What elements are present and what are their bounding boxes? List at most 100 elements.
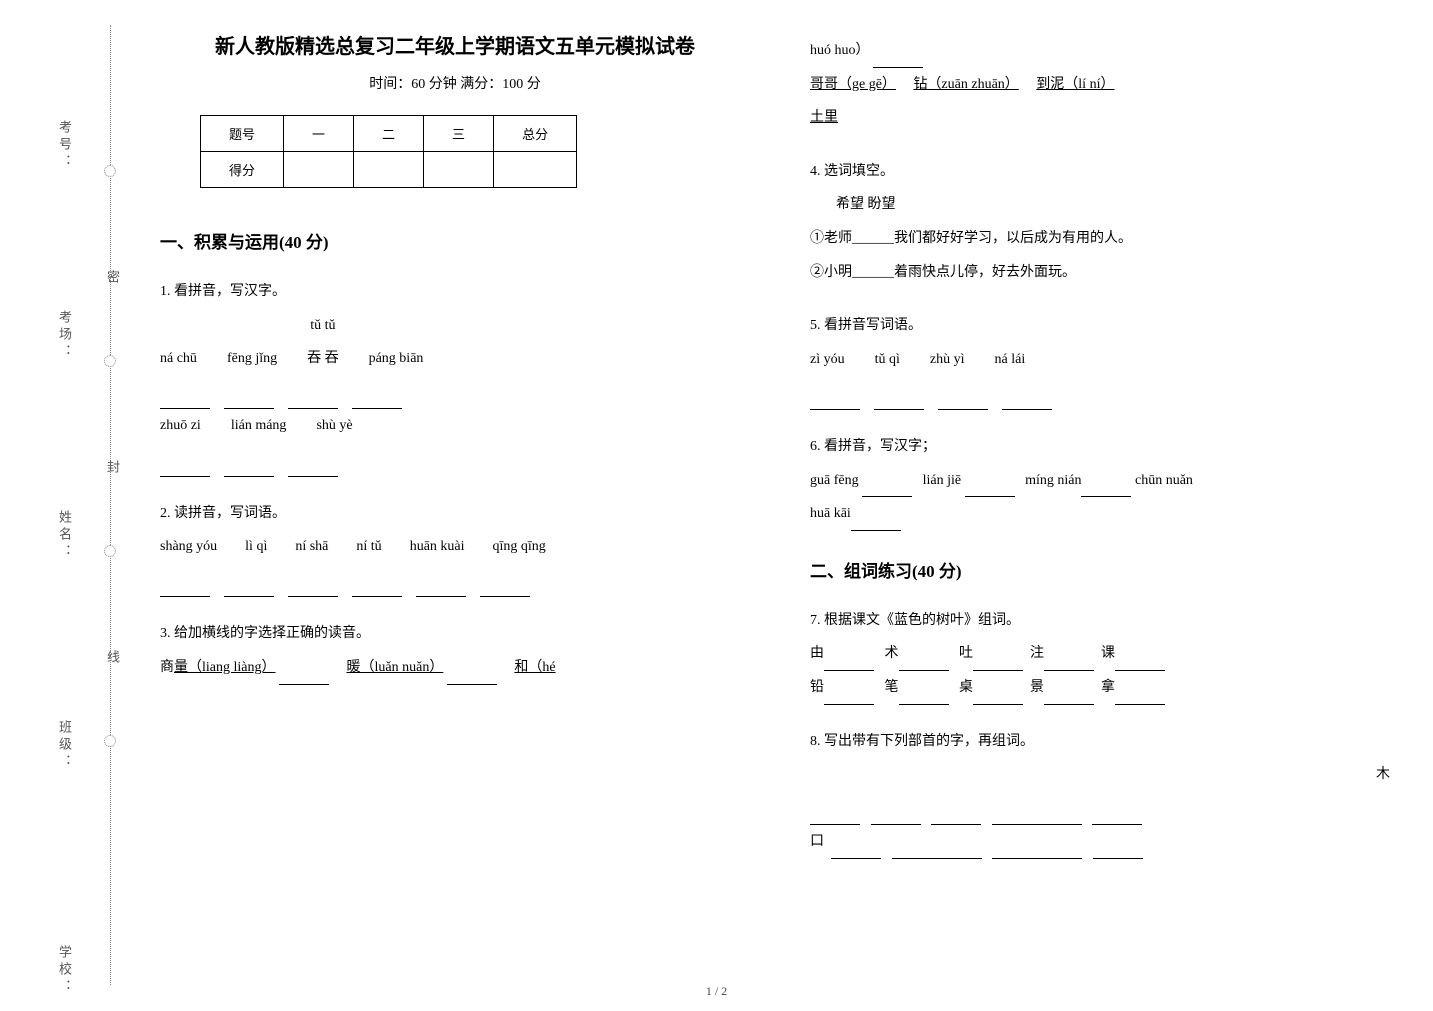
- q5-prompt: 5. 看拼音写词语。: [810, 309, 1400, 343]
- answer-blank[interactable]: [224, 581, 274, 597]
- q4-line2: ②小明______着雨快点儿停，好去外面玩。: [810, 256, 1400, 290]
- question-7: 7. 根据课文《蓝色的树叶》组词。 由 术 吐 注 课 铅 笔 桌 景 拿: [810, 604, 1400, 705]
- page-title: 新人教版精选总复习二年级上学期语文五单元模拟试卷: [160, 30, 750, 59]
- q1-prompt: 1. 看拼音，写汉字。: [160, 275, 750, 309]
- answer-blank[interactable]: [873, 52, 923, 68]
- answer-blank[interactable]: [899, 655, 949, 671]
- q8-radical: 木: [1376, 767, 1390, 782]
- answer-blank[interactable]: [480, 581, 530, 597]
- td-label: 得分: [201, 152, 284, 188]
- q3-text: huó huo）: [810, 43, 870, 58]
- answer-blank[interactable]: [352, 393, 402, 409]
- td-blank[interactable]: [424, 152, 494, 188]
- q3-underline: 和（hé: [514, 660, 555, 675]
- answer-blank[interactable]: [1002, 394, 1052, 410]
- answer-blank[interactable]: [288, 581, 338, 597]
- answer-blank[interactable]: [1092, 809, 1142, 825]
- question-2: 2. 读拼音，写词语。 shàng yóu lì qì ní shā ní tǔ…: [160, 497, 750, 598]
- q3-underline: 哥哥（ge gē）: [810, 77, 896, 92]
- answer-blank[interactable]: [279, 669, 329, 685]
- q2-prompt: 2. 读拼音，写词语。: [160, 497, 750, 531]
- answer-blank[interactable]: [447, 669, 497, 685]
- answer-blank[interactable]: [831, 843, 881, 859]
- answer-blank[interactable]: [899, 689, 949, 705]
- label-xuexiao: 学校：: [55, 945, 74, 996]
- answer-blank[interactable]: [1115, 689, 1165, 705]
- answer-blank[interactable]: [992, 809, 1082, 825]
- th-2: 二: [354, 116, 424, 152]
- q3-prompt: 3. 给加横线的字选择正确的读音。: [160, 617, 750, 651]
- answer-blank[interactable]: [973, 655, 1023, 671]
- td-blank[interactable]: [494, 152, 577, 188]
- question-6: 6. 看拼音，写汉字； guā fēng lián jiē míng nián …: [810, 430, 1400, 531]
- answer-blank[interactable]: [851, 515, 901, 531]
- answer-blank[interactable]: [160, 581, 210, 597]
- q2-pinyin: ní tǔ: [356, 530, 381, 564]
- section-2-title: 二、组词练习(40 分): [810, 557, 1400, 582]
- th-label: 题号: [201, 116, 284, 152]
- q6-prompt: 6. 看拼音，写汉字；: [810, 430, 1400, 464]
- answer-blank[interactable]: [224, 461, 274, 477]
- q1-pinyin: zhuō zi: [160, 409, 201, 443]
- q7-char: 由: [810, 646, 824, 661]
- answer-blank[interactable]: [288, 461, 338, 477]
- circle-marker: [104, 355, 116, 367]
- td-blank[interactable]: [354, 152, 424, 188]
- answer-blank[interactable]: [862, 481, 912, 497]
- answer-blank[interactable]: [1044, 655, 1094, 671]
- answer-blank[interactable]: [224, 393, 274, 409]
- td-blank[interactable]: [284, 152, 354, 188]
- q5-pinyin: zì yóu: [810, 343, 845, 377]
- q7-char: 景: [1030, 680, 1044, 695]
- answer-blank[interactable]: [938, 394, 988, 410]
- answer-blank[interactable]: [931, 809, 981, 825]
- circle-marker: [104, 165, 116, 177]
- answer-blank[interactable]: [288, 393, 338, 409]
- answer-blank[interactable]: [992, 843, 1082, 859]
- q2-pinyin: qīng qīng: [493, 530, 546, 564]
- label-kaohao: 考号：: [55, 120, 74, 171]
- q4-prompt: 4. 选词填空。: [810, 155, 1400, 189]
- question-4: 4. 选词填空。 希望 盼望 ①老师______我们都好好学习，以后成为有用的人…: [810, 155, 1400, 289]
- q7-char: 术: [885, 646, 899, 661]
- answer-blank[interactable]: [416, 581, 466, 597]
- answer-blank[interactable]: [810, 394, 860, 410]
- question-3: 3. 给加横线的字选择正确的读音。 商量（liang liàng） 暖（luǎn…: [160, 617, 750, 684]
- q6-pinyin: míng nián: [1025, 473, 1081, 488]
- answer-blank[interactable]: [1093, 843, 1143, 859]
- q7-prompt: 7. 根据课文《蓝色的树叶》组词。: [810, 604, 1400, 638]
- answer-blank[interactable]: [892, 843, 982, 859]
- q4-line1: ①老师______我们都好好学习，以后成为有用的人。: [810, 222, 1400, 256]
- q1-pinyin: lián máng: [231, 409, 287, 443]
- answer-blank[interactable]: [160, 393, 210, 409]
- q5-pinyin: tǔ qì: [875, 343, 900, 377]
- q7-char: 吐: [959, 646, 973, 661]
- q2-pinyin: huān kuài: [410, 530, 465, 564]
- answer-blank[interactable]: [1081, 481, 1131, 497]
- answer-blank[interactable]: [824, 655, 874, 671]
- answer-blank[interactable]: [160, 461, 210, 477]
- answer-blank[interactable]: [973, 689, 1023, 705]
- answer-blank[interactable]: [965, 481, 1015, 497]
- q2-pinyin: ní shā: [295, 530, 328, 564]
- question-8: 8. 写出带有下列部首的字，再组词。 木 口: [810, 725, 1400, 859]
- q8-prompt: 8. 写出带有下列部首的字，再组词。: [810, 725, 1400, 759]
- answer-blank[interactable]: [874, 394, 924, 410]
- page-subtitle: 时间：60 分钟 满分：100 分: [160, 73, 750, 93]
- q1-pinyin: shù yè: [316, 409, 352, 443]
- answer-blank[interactable]: [824, 689, 874, 705]
- q1-han: 吞 吞: [307, 342, 339, 376]
- q3-underline: 暖（luǎn nuǎn）: [347, 660, 444, 675]
- q6-pinyin: chūn nuǎn: [1135, 473, 1193, 488]
- q3-continue: huó huo） 哥哥（ge gē） 钻（zuān zhuān） 到泥（lí n…: [810, 34, 1400, 135]
- question-1: 1. 看拼音，写汉字。 ná chū fēng jǐng tǔ tǔ 吞 吞 p…: [160, 275, 750, 477]
- right-column: huó huo） 哥哥（ge gē） 钻（zuān zhuān） 到泥（lí n…: [810, 30, 1400, 879]
- answer-blank[interactable]: [810, 809, 860, 825]
- answer-blank[interactable]: [871, 809, 921, 825]
- answer-blank[interactable]: [1044, 689, 1094, 705]
- q3-underline: 钻（zuān zhuān）: [913, 77, 1018, 92]
- seal-label-feng: 封: [103, 460, 122, 477]
- seal-label-mi: 密: [103, 270, 122, 287]
- answer-blank[interactable]: [352, 581, 402, 597]
- answer-blank[interactable]: [1115, 655, 1165, 671]
